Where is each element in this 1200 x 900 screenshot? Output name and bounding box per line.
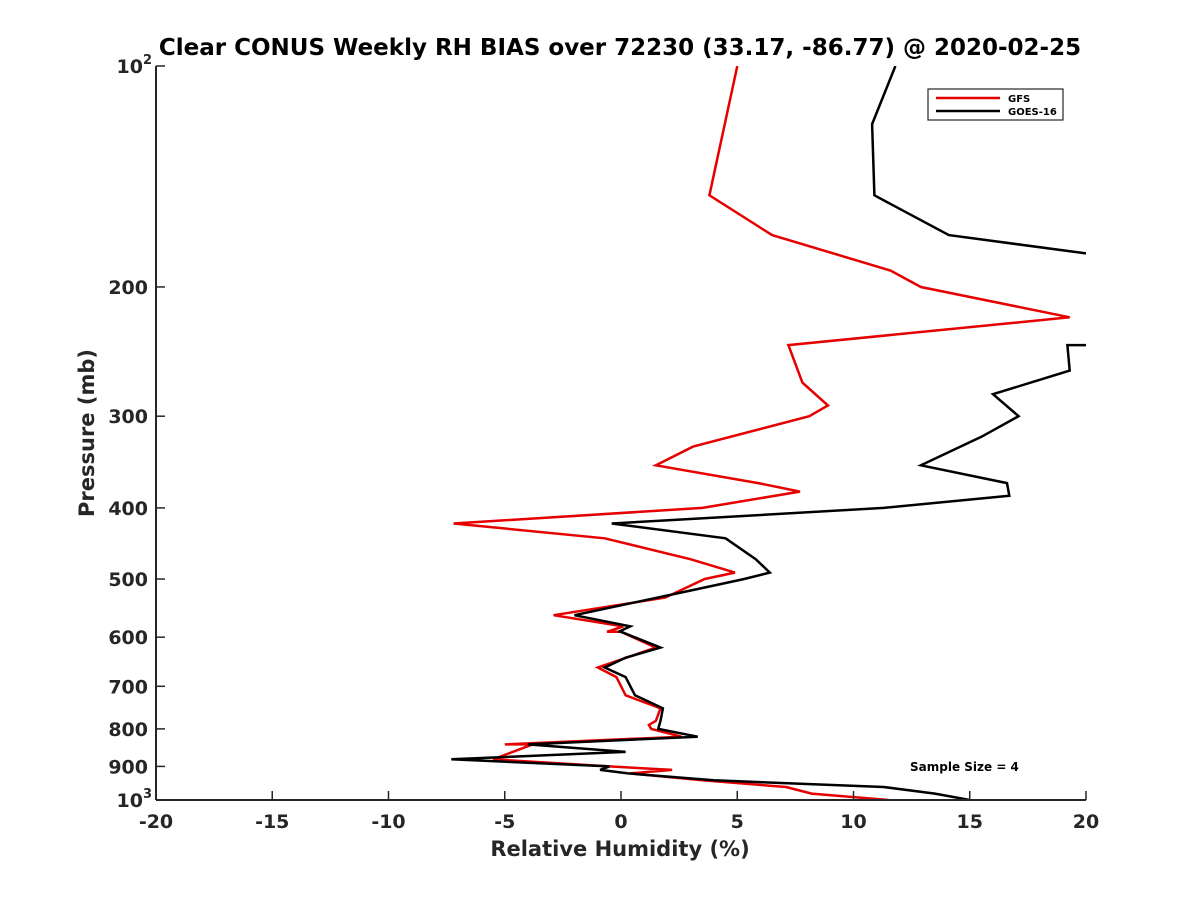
y-tick-label: 200 xyxy=(108,277,148,299)
x-tick-label: -15 xyxy=(255,811,289,833)
axes-layer: -20 -15 -10 -5 0 5 10 15 20 102 200 300 400 500 600 700… xyxy=(108,53,1099,833)
y-tick-label: 600 xyxy=(108,627,148,649)
x-tick-label: 20 xyxy=(1073,811,1099,833)
sample-size-annotation: Sample Size = 4 xyxy=(910,760,1019,774)
legend-box xyxy=(927,88,1064,121)
chart-title: Clear CONUS Weekly RH BIAS over 72230 (3… xyxy=(159,35,1081,61)
series-layer xyxy=(451,66,1086,800)
legend-label: GOES-16 xyxy=(1008,107,1057,118)
x-tick-label: 0 xyxy=(614,811,627,833)
x-tick-label: 15 xyxy=(957,811,983,833)
y-tick-label: 102 xyxy=(117,53,153,78)
x-tick-label: 5 xyxy=(731,811,744,833)
y-tick-label: 400 xyxy=(108,498,148,520)
y-tick-label: 103 xyxy=(117,787,153,812)
y-tick-label: 500 xyxy=(108,569,148,591)
y-tick-label: 900 xyxy=(108,756,148,778)
legend: GFS GOES-16 xyxy=(927,88,1064,121)
y-tick-label: 300 xyxy=(108,406,148,428)
x-tick-label: 10 xyxy=(840,811,866,833)
y-tick-label: 800 xyxy=(108,719,148,741)
y-tick-label: 700 xyxy=(108,676,148,698)
series-line-goes-16 xyxy=(451,66,1086,800)
x-tick-label: -5 xyxy=(494,811,515,833)
y-axis-title: Pressure (mb) xyxy=(75,349,99,517)
x-tick-label: -10 xyxy=(371,811,405,833)
legend-label: GFS xyxy=(1008,94,1030,105)
x-tick-label: -20 xyxy=(139,811,173,833)
x-axis-title: Relative Humidity (%) xyxy=(490,837,749,861)
